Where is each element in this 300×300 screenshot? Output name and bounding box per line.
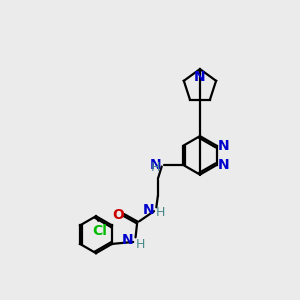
- Text: N: N: [218, 158, 230, 172]
- Text: N: N: [194, 70, 206, 84]
- Text: H: H: [151, 161, 160, 174]
- Text: N: N: [142, 202, 154, 217]
- Text: N: N: [218, 139, 230, 153]
- Text: Cl: Cl: [92, 224, 107, 238]
- Text: H: H: [136, 238, 145, 251]
- Text: O: O: [112, 208, 124, 222]
- Text: N: N: [122, 233, 133, 248]
- Text: H: H: [155, 206, 165, 219]
- Text: N: N: [150, 158, 162, 172]
